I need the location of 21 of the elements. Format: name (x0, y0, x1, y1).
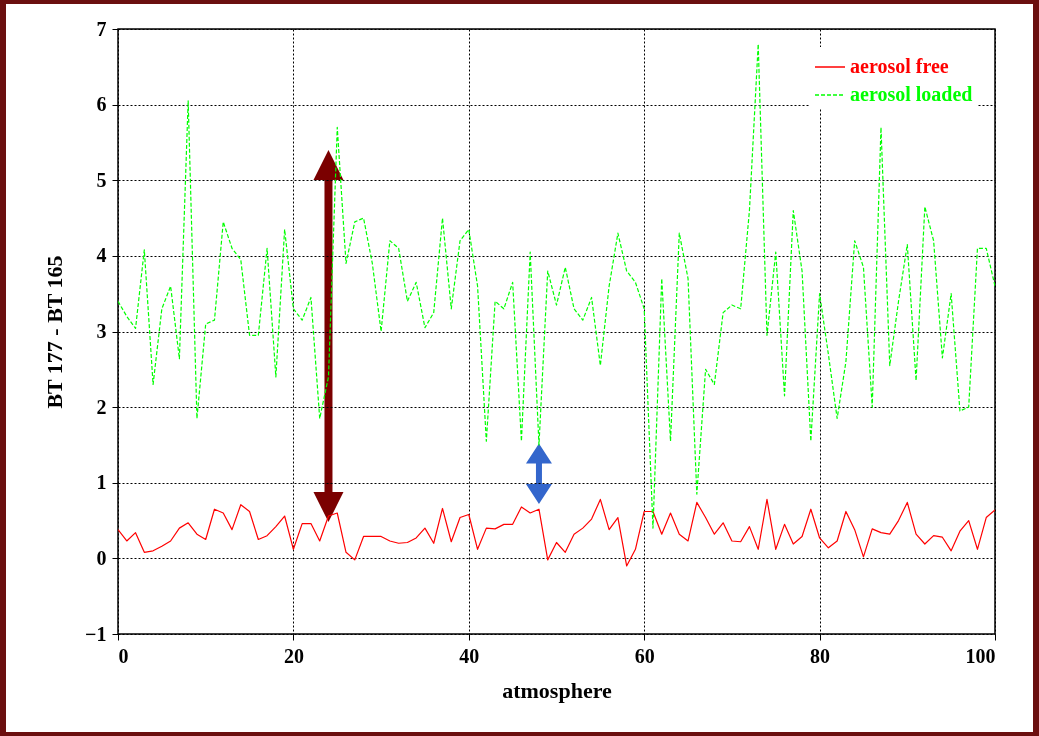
y-tick-label: 4 (96, 244, 107, 267)
x-tick-label: 60 (634, 644, 655, 667)
x-tick-label: 20 (283, 644, 304, 667)
legend-label: aerosol loaded (850, 83, 973, 105)
y-tick-label: −1 (85, 622, 107, 645)
legend-label: aerosol free (850, 55, 949, 77)
y-tick-label: 1 (96, 471, 107, 494)
y-tick-label: 3 (96, 320, 107, 342)
line-series (118, 43, 995, 529)
y-tick-label: 6 (96, 93, 107, 116)
x-tick-label: 0 (118, 644, 129, 667)
line-series (118, 498, 995, 567)
y-axis-title: BT 177 - BT 165 (42, 255, 68, 409)
x-tick-label: 80 (810, 644, 831, 667)
x-tick-label: 40 (459, 644, 480, 667)
y-tick-label: 0 (96, 546, 107, 569)
y-tick-label: 7 (96, 17, 107, 40)
y-tick-label: 5 (96, 168, 107, 191)
x-tick-label: 100 (965, 644, 996, 667)
y-tick-label: 2 (96, 395, 107, 418)
x-axis-title: atmosphere (502, 677, 613, 703)
